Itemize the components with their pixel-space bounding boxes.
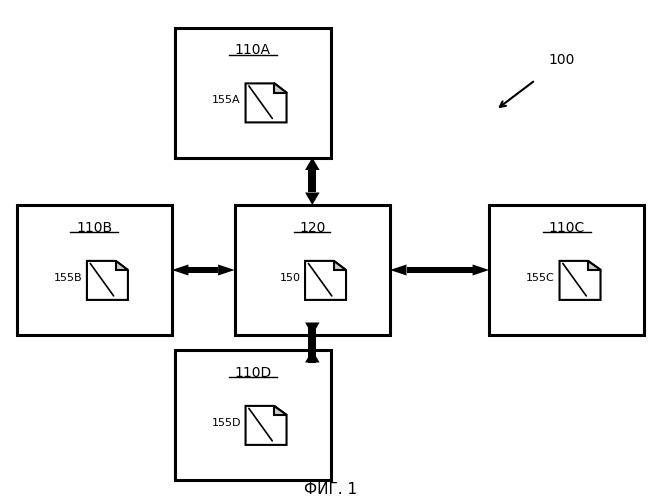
Polygon shape xyxy=(116,261,128,270)
Polygon shape xyxy=(305,322,320,335)
Text: 155C: 155C xyxy=(526,273,555,283)
Polygon shape xyxy=(473,264,489,276)
Polygon shape xyxy=(305,158,320,170)
Text: 110D: 110D xyxy=(234,366,272,380)
Text: 120: 120 xyxy=(299,221,325,235)
Bar xyxy=(175,28,330,158)
Polygon shape xyxy=(218,264,235,276)
Bar xyxy=(489,205,644,335)
Polygon shape xyxy=(274,84,287,92)
Polygon shape xyxy=(246,84,287,122)
Text: 155B: 155B xyxy=(54,273,82,283)
Bar xyxy=(188,267,218,273)
Text: 110A: 110A xyxy=(235,44,271,58)
Polygon shape xyxy=(305,192,320,205)
Polygon shape xyxy=(87,261,128,300)
Bar xyxy=(175,350,330,480)
Bar xyxy=(407,267,473,273)
Polygon shape xyxy=(274,406,287,415)
Text: 110B: 110B xyxy=(76,221,112,235)
Polygon shape xyxy=(588,261,601,270)
Bar xyxy=(308,322,317,362)
Bar xyxy=(235,205,390,335)
Text: 110C: 110C xyxy=(549,221,585,235)
Text: 150: 150 xyxy=(280,273,301,283)
Polygon shape xyxy=(559,261,601,300)
Bar xyxy=(17,205,172,335)
Polygon shape xyxy=(172,264,188,276)
Text: 100: 100 xyxy=(549,53,575,67)
Text: 155D: 155D xyxy=(212,418,241,428)
Polygon shape xyxy=(305,350,320,362)
Text: ФИГ. 1: ФИГ. 1 xyxy=(304,482,357,498)
Polygon shape xyxy=(305,261,346,300)
Bar xyxy=(308,170,317,192)
Text: 155A: 155A xyxy=(212,96,241,106)
Polygon shape xyxy=(390,264,407,276)
Polygon shape xyxy=(246,406,287,445)
Polygon shape xyxy=(334,261,346,270)
